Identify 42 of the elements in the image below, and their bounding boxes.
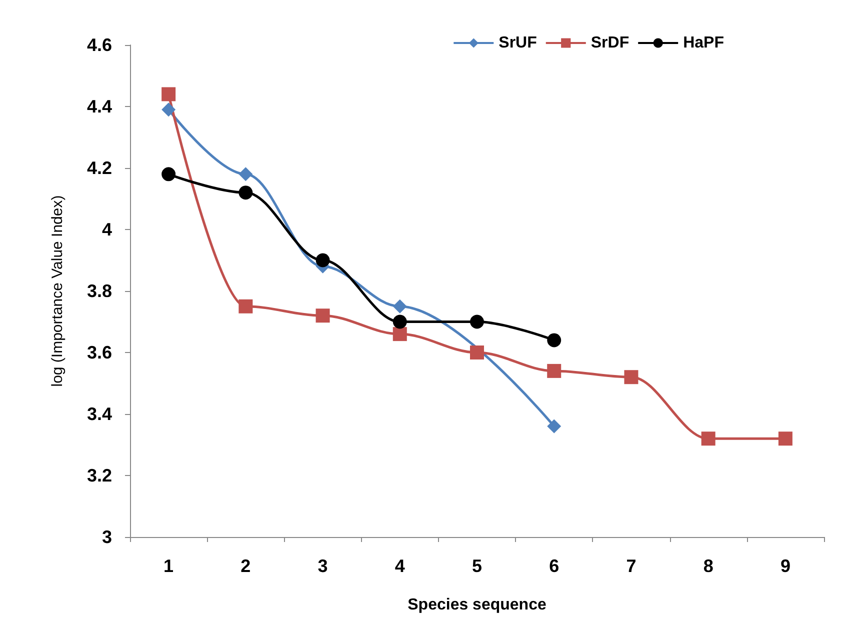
point bbox=[238, 167, 253, 182]
y-tick-label: 3.8 bbox=[86, 281, 112, 301]
y-tick-label: 4 bbox=[102, 220, 112, 240]
point bbox=[547, 364, 562, 378]
point bbox=[392, 314, 407, 329]
x-tick-label: 5 bbox=[472, 556, 482, 576]
point bbox=[778, 432, 792, 446]
x-tick-label: 4 bbox=[394, 556, 405, 576]
y-tick-label: 4.6 bbox=[86, 35, 112, 55]
x-tick-label: 3 bbox=[318, 556, 328, 576]
point bbox=[392, 299, 407, 314]
point bbox=[162, 87, 176, 102]
x-tick-label: 2 bbox=[240, 556, 251, 576]
point bbox=[316, 253, 330, 268]
x-axis-title: Species sequence bbox=[408, 596, 546, 614]
legend-label: SrUF bbox=[498, 34, 538, 52]
x-tick-label: 1 bbox=[164, 556, 174, 576]
y-axis-title: log (Importance Value Index) bbox=[49, 195, 66, 387]
legend-label: HaPF bbox=[683, 34, 724, 52]
y-tick-label: 3.2 bbox=[86, 466, 112, 486]
point bbox=[162, 167, 176, 182]
point bbox=[701, 432, 716, 446]
point bbox=[624, 370, 638, 384]
x-tick-label: 7 bbox=[626, 556, 636, 576]
point bbox=[392, 327, 407, 342]
point bbox=[470, 314, 484, 329]
point bbox=[316, 308, 330, 323]
point bbox=[470, 346, 484, 360]
y-tick-label: 3.6 bbox=[86, 342, 112, 362]
y-tick-label: 4.4 bbox=[86, 96, 112, 116]
point bbox=[238, 186, 253, 200]
x-tick-label: 6 bbox=[549, 556, 560, 576]
point bbox=[238, 299, 253, 314]
legend-label: SrDF bbox=[590, 34, 630, 52]
x-tick-label: 8 bbox=[703, 556, 714, 576]
x-tick-label: 9 bbox=[780, 556, 790, 576]
y-tick-label: 3.4 bbox=[86, 404, 112, 424]
point bbox=[547, 419, 562, 434]
point bbox=[162, 102, 176, 117]
y-tick-label: 3 bbox=[102, 527, 112, 547]
point bbox=[547, 333, 562, 348]
y-tick-label: 4.2 bbox=[86, 158, 112, 178]
